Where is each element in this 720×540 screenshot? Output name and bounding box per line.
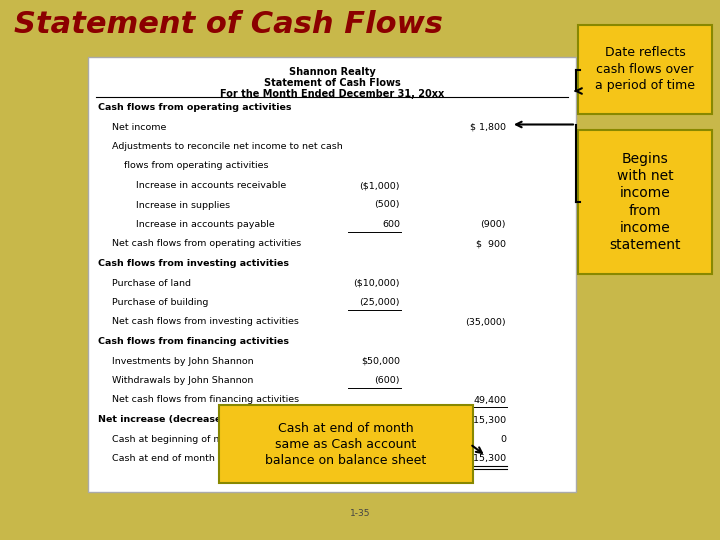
Text: flows from operating activities: flows from operating activities (124, 161, 269, 171)
Text: 49,400: 49,400 (473, 395, 506, 404)
Text: Begins
with net
income
from
income
statement: Begins with net income from income state… (609, 152, 680, 252)
Text: Net cash flows from investing activities: Net cash flows from investing activities (112, 318, 299, 327)
Text: Adjustments to reconcile net income to net cash: Adjustments to reconcile net income to n… (112, 142, 343, 151)
Text: $50,000: $50,000 (361, 356, 400, 366)
FancyBboxPatch shape (88, 57, 576, 492)
FancyBboxPatch shape (219, 405, 473, 483)
Text: Cash at beginning of month: Cash at beginning of month (112, 435, 244, 443)
Text: Purchase of land: Purchase of land (112, 279, 191, 287)
Text: Net cash flows from financing activities: Net cash flows from financing activities (112, 395, 299, 404)
Text: $ 1,800: $ 1,800 (470, 123, 506, 132)
Text: 0: 0 (500, 435, 506, 443)
Text: 1-35: 1-35 (350, 509, 370, 518)
Text: Cash flows from financing activities: Cash flows from financing activities (98, 337, 289, 346)
Text: $15,300: $15,300 (467, 415, 506, 424)
Text: 600: 600 (382, 220, 400, 229)
Text: Increase in accounts payable: Increase in accounts payable (136, 220, 275, 229)
Text: $  900: $ 900 (476, 240, 506, 248)
FancyBboxPatch shape (578, 25, 712, 114)
Text: Date reflects
cash flows over
a period of time: Date reflects cash flows over a period o… (595, 46, 695, 92)
Text: (25,000): (25,000) (359, 298, 400, 307)
Text: Withdrawals by John Shannon: Withdrawals by John Shannon (112, 376, 253, 385)
Text: Investments by John Shannon: Investments by John Shannon (112, 356, 253, 366)
Text: Net increase (decrease) in cash: Net increase (decrease) in cash (98, 415, 266, 424)
FancyBboxPatch shape (578, 130, 712, 274)
Text: Shannon Realty: Shannon Realty (289, 67, 375, 77)
Text: Purchase of building: Purchase of building (112, 298, 208, 307)
Text: $15,300: $15,300 (467, 454, 506, 463)
Text: ($10,000): ($10,000) (354, 279, 400, 287)
Text: (35,000): (35,000) (465, 318, 506, 327)
Text: (500): (500) (374, 200, 400, 210)
Text: Statement of Cash Flows: Statement of Cash Flows (14, 10, 443, 39)
Text: (600): (600) (374, 376, 400, 385)
Text: Net cash flows from operating activities: Net cash flows from operating activities (112, 240, 301, 248)
Text: Cash at end of month: Cash at end of month (112, 454, 215, 463)
Text: (900): (900) (480, 220, 506, 229)
Text: Statement of Cash Flows: Statement of Cash Flows (264, 78, 400, 88)
Text: Cash flows from investing activities: Cash flows from investing activities (98, 259, 289, 268)
Text: For the Month Ended December 31, 20xx: For the Month Ended December 31, 20xx (220, 89, 444, 99)
Text: Net income: Net income (112, 123, 166, 132)
Text: ($1,000): ($1,000) (359, 181, 400, 190)
Text: Increase in accounts receivable: Increase in accounts receivable (136, 181, 287, 190)
Text: Increase in supplies: Increase in supplies (136, 200, 230, 210)
Text: Cash at end of month
same as Cash account
balance on balance sheet: Cash at end of month same as Cash accoun… (266, 422, 427, 467)
Text: Cash flows from operating activities: Cash flows from operating activities (98, 103, 292, 112)
